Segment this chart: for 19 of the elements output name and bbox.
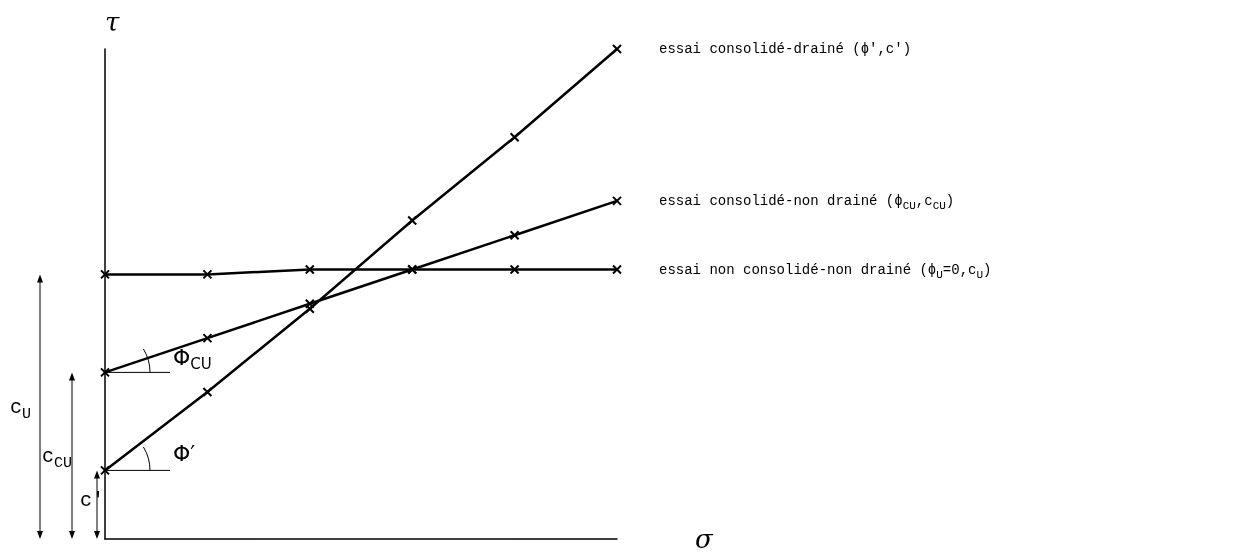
point xyxy=(509,230,520,241)
point xyxy=(100,367,110,378)
point xyxy=(612,195,622,206)
annotation: Φ′ xyxy=(173,440,196,466)
point xyxy=(100,269,110,280)
y-axis-title: τ xyxy=(105,7,120,37)
point xyxy=(612,44,622,54)
point xyxy=(202,333,213,344)
x-axis-title: σ xyxy=(695,524,714,552)
text: c' xyxy=(80,489,105,513)
point xyxy=(202,269,213,280)
text: essai consolidé-drainé (ϕ',c') xyxy=(659,41,912,57)
point xyxy=(100,465,110,476)
point xyxy=(509,132,520,143)
point xyxy=(509,264,520,275)
point xyxy=(202,387,213,397)
point xyxy=(612,264,622,275)
point xyxy=(304,264,315,275)
point xyxy=(407,215,418,226)
